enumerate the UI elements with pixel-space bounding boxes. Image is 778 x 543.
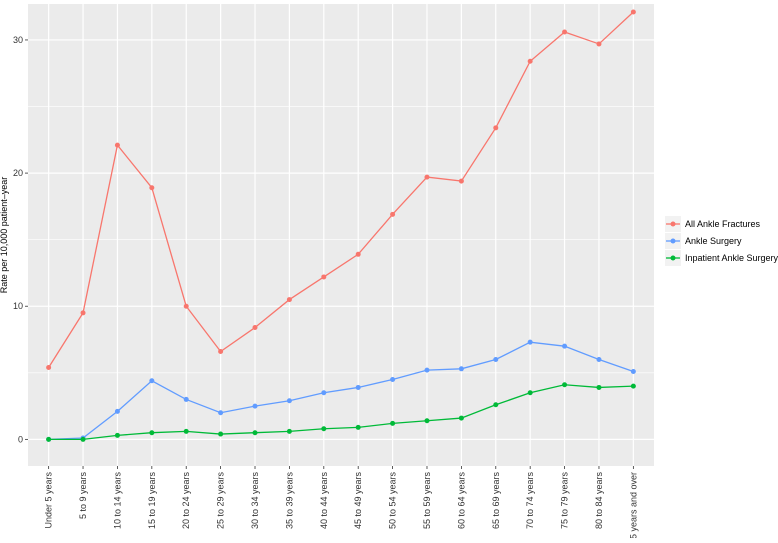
data-point: [493, 125, 499, 131]
x-tick-label: 70 to 74 years: [525, 472, 535, 530]
data-point: [114, 142, 120, 148]
data-point: [562, 343, 568, 349]
data-point: [183, 396, 189, 402]
x-tick-label: 40 to 44 years: [319, 472, 329, 530]
series-line: [48, 341, 634, 441]
data-point: [286, 297, 292, 303]
data-point: [114, 408, 120, 414]
data-point: [630, 383, 636, 389]
data-point: [493, 356, 499, 362]
data-point: [218, 348, 224, 354]
data-point: [252, 403, 258, 409]
data-point: [321, 274, 327, 280]
x-tick-label: 20 to 24 years: [181, 472, 191, 530]
data-point: [596, 41, 602, 47]
x-tick-label: 65 to 69 years: [491, 472, 501, 530]
x-tick-label: 5 to 9 years: [78, 472, 88, 520]
data-point: [149, 185, 155, 191]
data-point: [183, 303, 189, 309]
data-point: [252, 325, 258, 331]
y-axis-label: Rate per 10,000 patient–year: [0, 177, 9, 294]
x-tick-label: 35 to 39 years: [284, 472, 294, 530]
data-point: [390, 211, 396, 217]
data-point: [458, 415, 464, 421]
data-point: [458, 178, 464, 184]
data-point: [493, 402, 499, 408]
data-point: [321, 390, 327, 396]
data-point: [321, 426, 327, 432]
x-tick-label: 85 years and over: [628, 472, 638, 538]
data-point: [183, 428, 189, 434]
data-point: [527, 339, 533, 345]
data-point: [286, 428, 292, 434]
data-point: [424, 367, 430, 373]
data-point: [218, 431, 224, 437]
data-point: [46, 436, 52, 442]
data-point: [458, 366, 464, 372]
data-point: [390, 420, 396, 426]
data-point: [562, 29, 568, 35]
y-tick-label: 0: [18, 434, 23, 444]
x-tick-label: 45 to 49 years: [353, 472, 363, 530]
data-point: [80, 436, 86, 442]
x-tick-label: 60 to 64 years: [456, 472, 466, 530]
data-point: [424, 418, 430, 424]
legend: All Ankle Fractures Ankle Surgery Inpatien…: [665, 216, 778, 266]
data-point: [46, 364, 52, 370]
data-point: [630, 9, 636, 15]
data-point: [286, 398, 292, 404]
y-tick-label: 30: [13, 35, 23, 45]
x-tick-label: 55 to 59 years: [422, 472, 432, 530]
data-point: [252, 430, 258, 436]
legend-label: Inpatient Ankle Surgery: [685, 253, 778, 263]
x-tick-label: Under 5 years: [44, 472, 54, 529]
x-tick-label: 80 to 84 years: [594, 472, 604, 530]
data-point: [355, 384, 361, 390]
grid-lines: [28, 4, 654, 466]
data-point: [355, 424, 361, 430]
data-point: [218, 410, 224, 416]
data-point: [630, 368, 636, 374]
series-line: [48, 11, 634, 368]
x-tick-label: 15 to 19 years: [147, 472, 157, 530]
x-tick-label: 75 to 79 years: [560, 472, 570, 530]
y-tick-label: 20: [13, 168, 23, 178]
data-point: [355, 251, 361, 257]
series-layer: [46, 9, 636, 442]
x-tick-label: 10 to 14 years: [112, 472, 122, 530]
data-point: [424, 174, 430, 180]
data-point: [149, 430, 155, 436]
data-point: [527, 390, 533, 396]
data-point: [596, 356, 602, 362]
data-point: [527, 58, 533, 64]
legend-key-point: [670, 255, 676, 261]
legend-label: All Ankle Fractures: [685, 219, 761, 229]
data-point: [390, 376, 396, 382]
data-point: [596, 384, 602, 390]
data-point: [149, 378, 155, 384]
data-point: [562, 382, 568, 388]
data-point: [114, 432, 120, 438]
legend-key-point: [670, 238, 676, 244]
series-line: [48, 384, 634, 441]
axis-layer: 0 10 20 30 Under 5 years 5 to 9 years 10 to 14…: [13, 35, 638, 543]
legend-label: Ankle Surgery: [685, 236, 742, 246]
x-tick-label: 25 to 29 years: [216, 472, 226, 530]
legend-key-point: [670, 221, 676, 227]
data-point: [80, 310, 86, 316]
x-tick-label: 50 to 54 years: [388, 472, 398, 530]
plot-panel: [28, 4, 654, 466]
y-tick-label: 10: [13, 301, 23, 311]
x-tick-label: 30 to 34 years: [250, 472, 260, 530]
